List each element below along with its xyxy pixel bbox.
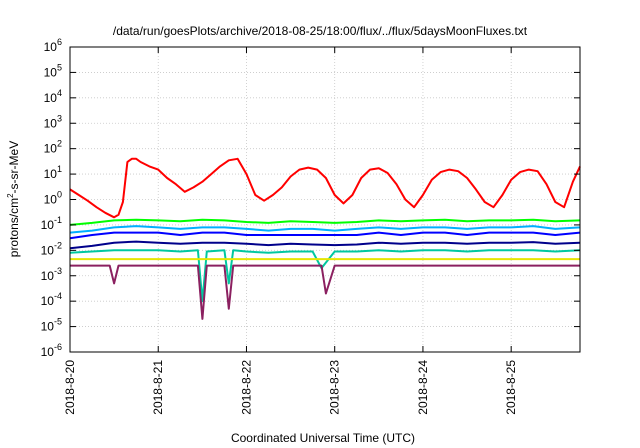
x-tick-label: 2018-8-21 <box>151 360 165 415</box>
y-tick-label: 100 <box>44 190 62 207</box>
x-tick-label: 2018-8-25 <box>504 360 518 415</box>
y-axis: 10-6 10-5 10-4 10-3 10-2 10-1 100 101 102 103 104 1… <box>41 37 580 359</box>
series-group <box>69 157 581 320</box>
series-line-5 <box>69 249 581 303</box>
series-line-3 <box>69 231 581 240</box>
series-line-2 <box>69 225 581 234</box>
y-tick-label: 10-2 <box>41 240 62 257</box>
y-axis-label: protons/cm2-s-sr-MeV <box>6 141 21 257</box>
x-tick-label: 2018-8-24 <box>416 360 430 415</box>
y-tick-label: 106 <box>44 37 62 54</box>
y-tick-label: 103 <box>44 113 62 130</box>
y-tick-label: 105 <box>44 62 62 79</box>
x-axis: 2018-8-20 2018-8-21 2018-8-22 2018-8-23 2018… <box>63 47 518 415</box>
grid <box>70 46 580 353</box>
y-tick-label: 10-4 <box>41 291 62 308</box>
y-tick-label: 102 <box>44 139 62 156</box>
x-tick-label: 2018-8-22 <box>239 360 253 415</box>
series-line-4 <box>69 240 581 250</box>
y-tick-label: 10-6 <box>41 342 62 359</box>
series-line-0 <box>69 157 581 219</box>
x-tick-label: 2018-8-20 <box>63 360 77 415</box>
y-tick-label: 10-3 <box>41 266 62 283</box>
y-tick-label: 104 <box>44 88 62 105</box>
x-axis-label: Coordinated Universal Time (UTC) <box>231 431 415 445</box>
chart-title: /data/run/goesPlots/archive/2018-08-25/1… <box>113 24 528 38</box>
y-axis-label-base: protons/cm <box>7 198 21 257</box>
series-line-1 <box>69 218 581 226</box>
y-axis-label-sup: 2 <box>6 193 15 198</box>
y-axis-label-rest: -s-sr-MeV <box>7 141 21 194</box>
x-tick-label: 2018-8-23 <box>328 360 342 415</box>
series-line-7 <box>70 264 580 320</box>
y-tick-label: 10-1 <box>41 215 62 232</box>
y-tick-label: 101 <box>44 164 62 181</box>
y-tick-label: 10-5 <box>41 317 62 334</box>
